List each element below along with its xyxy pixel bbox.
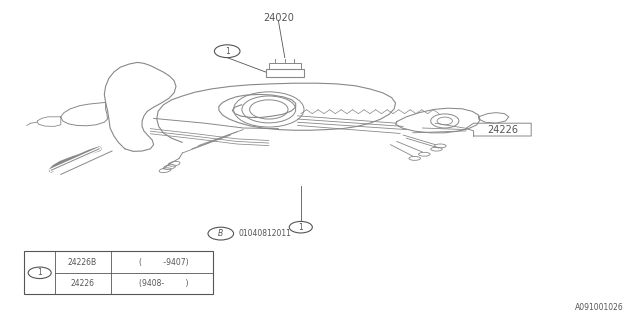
Text: B: B bbox=[218, 229, 223, 238]
Text: 24226B: 24226B bbox=[68, 258, 97, 267]
Text: 1: 1 bbox=[298, 223, 303, 232]
Text: 1: 1 bbox=[225, 47, 230, 56]
Text: (         -9407): ( -9407) bbox=[139, 258, 189, 267]
Bar bbox=[24, 251, 213, 294]
Bar bbox=[266, 69, 304, 77]
Text: 24226: 24226 bbox=[487, 124, 518, 135]
Bar bbox=[269, 63, 301, 69]
Text: 24020: 24020 bbox=[263, 12, 294, 23]
Text: (9408-         ): (9408- ) bbox=[139, 279, 189, 288]
Text: 01040812011: 01040812011 bbox=[238, 229, 291, 238]
Text: 1: 1 bbox=[37, 268, 42, 277]
Text: A091001026: A091001026 bbox=[575, 303, 624, 312]
Text: 24226: 24226 bbox=[70, 279, 95, 288]
